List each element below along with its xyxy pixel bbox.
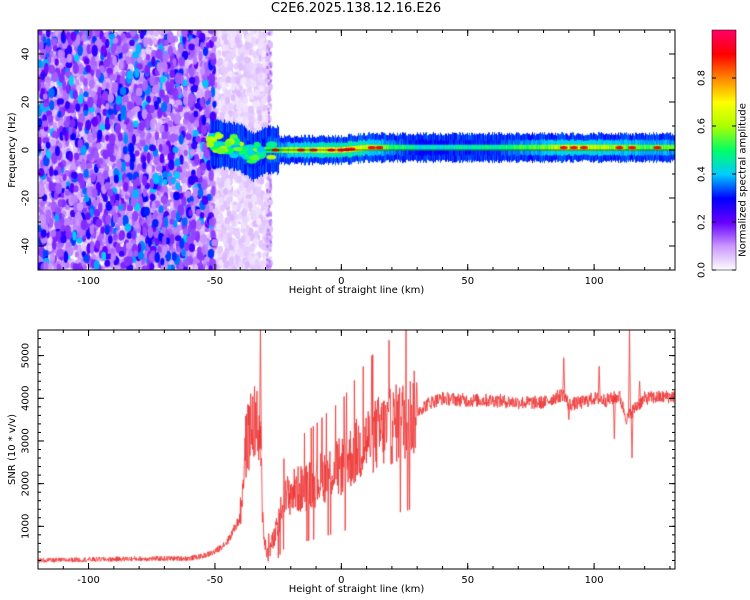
- snr-x-tick-label: -50: [207, 575, 223, 586]
- spectrogram-y-tick-label: 20: [21, 96, 32, 109]
- colorbar-label: Normalized spectral amplitude: [738, 103, 749, 257]
- snr-x-tick-label: 0: [338, 575, 344, 586]
- spectrogram-x-tick-label: -50: [207, 276, 223, 287]
- snr-y-tick-label: 3000: [21, 428, 32, 453]
- spectrogram-plot: [38, 30, 675, 270]
- spectrogram-x-tick-label: 100: [585, 276, 604, 287]
- snr-x-tick-label: 100: [585, 575, 604, 586]
- spectrogram-x-tick-label: 0: [338, 276, 344, 287]
- snr-line-plot: [38, 330, 675, 569]
- colorbar-tick-label: 0.8: [697, 70, 708, 86]
- colorbar-tick-label: 0.4: [697, 166, 708, 182]
- spectrogram-x-axis-label: Height of straight line (km): [289, 285, 425, 296]
- spectrogram-y-tick-label: -40: [21, 238, 32, 254]
- colorbar: [712, 30, 736, 270]
- snr-x-tick-label: -100: [77, 575, 100, 586]
- spectrogram-x-tick-label: -100: [77, 276, 100, 287]
- spectrogram-y-tick-label: 0: [21, 147, 32, 153]
- snr-y-axis-label: SNR (10 * v/v): [7, 414, 18, 485]
- snr-y-tick-label: 2000: [21, 471, 32, 496]
- spectrogram-y-tick-label: 40: [21, 48, 32, 61]
- snr-y-tick-label: 4000: [21, 386, 32, 411]
- spectrogram-y-axis-label: Frequency (Hz): [7, 112, 18, 188]
- spectrogram-y-tick-label: -20: [21, 190, 32, 206]
- colorbar-tick-label: 0.2: [697, 214, 708, 230]
- snr-y-tick-label: 1000: [21, 514, 32, 539]
- snr-x-tick-label: 50: [461, 575, 474, 586]
- colorbar-tick-label: 0.0: [697, 262, 708, 278]
- chart-title: C2E6.2025.138.12.16.E26: [270, 1, 442, 16]
- snr-x-axis-label: Height of straight line (km): [289, 584, 425, 595]
- snr-y-tick-label: 5000: [21, 343, 32, 368]
- spectrogram-x-tick-label: 50: [461, 276, 474, 287]
- colorbar-tick-label: 0.6: [697, 118, 708, 134]
